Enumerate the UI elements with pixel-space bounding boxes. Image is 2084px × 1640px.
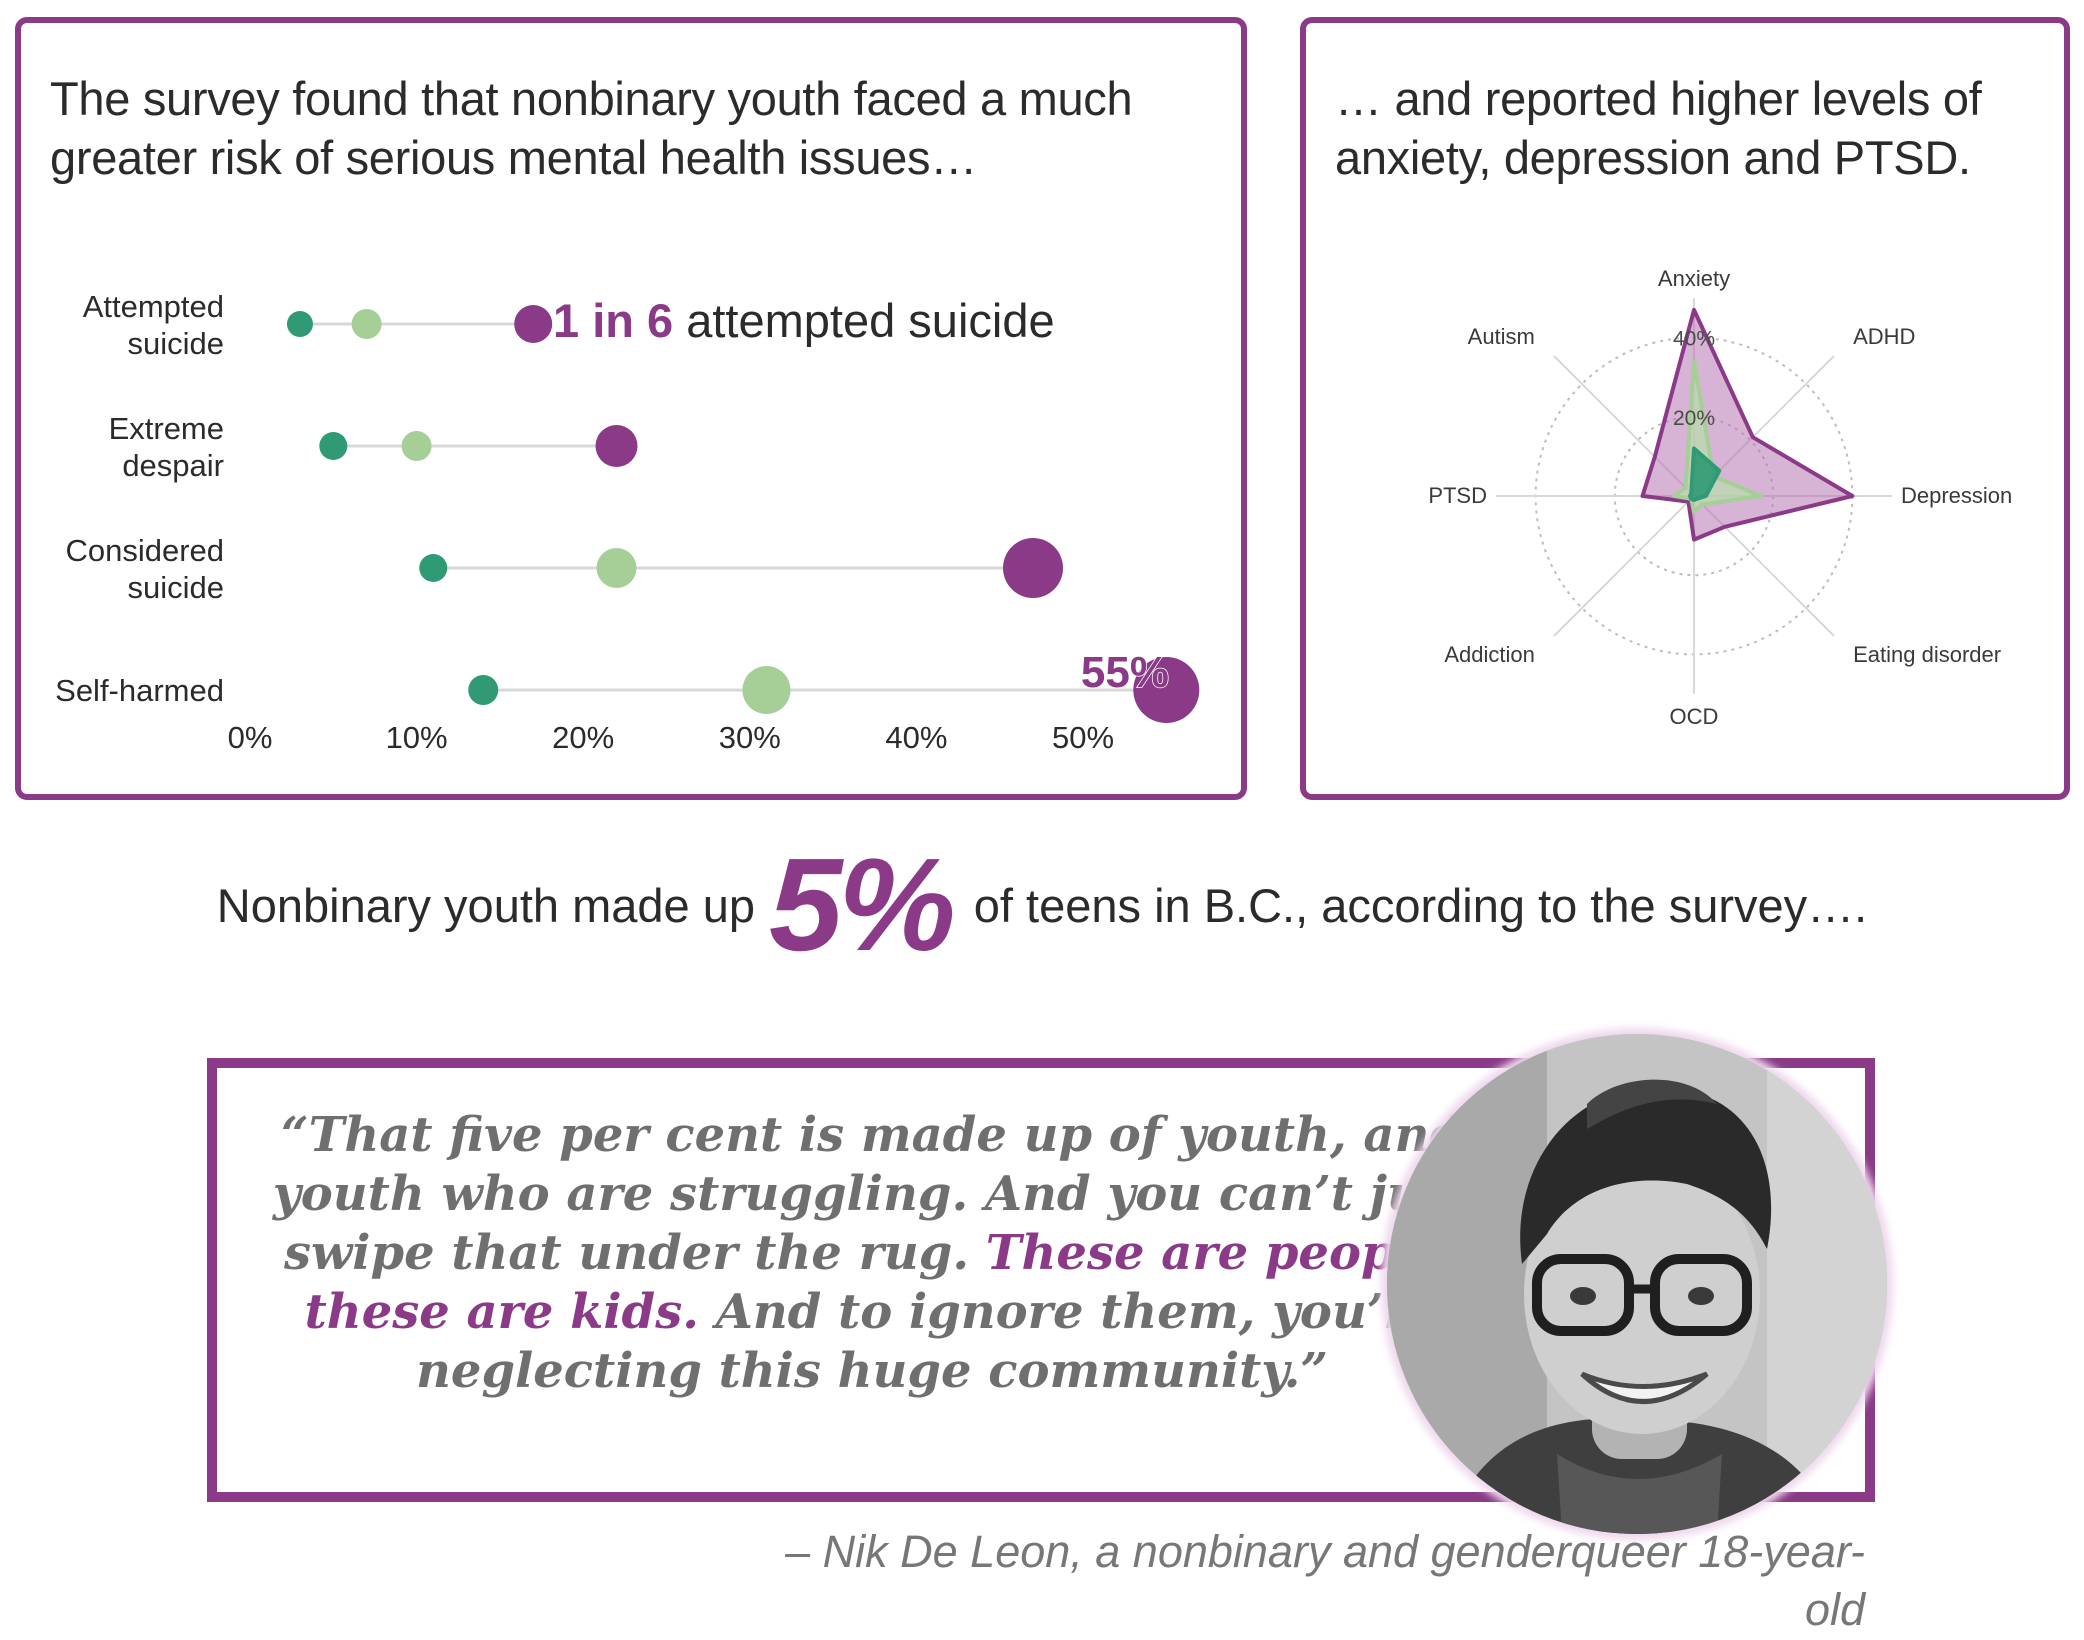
annotation-text: attempted suicide bbox=[673, 294, 1054, 347]
quote-text: “That five per cent is made up of youth,… bbox=[237, 1106, 1507, 1401]
annotation-emphasis: 1 in 6 bbox=[553, 294, 673, 347]
row-label-line: suicide bbox=[128, 570, 225, 605]
left-panel-title: The survey found that nonbinary youth fa… bbox=[50, 72, 1133, 184]
x-tick-label: 20% bbox=[552, 720, 614, 755]
dumbbell-point bbox=[742, 666, 791, 714]
dumbbell-point bbox=[514, 305, 553, 343]
dumbbell-point bbox=[319, 432, 348, 460]
quote-part-1: “That five per cent is made up of youth,… bbox=[272, 1107, 1472, 1281]
radar-axis-label: Eating disorder bbox=[1853, 642, 2001, 667]
dumbbell-point bbox=[401, 431, 432, 461]
x-tick-label: 30% bbox=[719, 720, 781, 755]
radar-axis-label: Depression bbox=[1901, 483, 2012, 508]
x-tick-label: 0% bbox=[228, 720, 273, 755]
stat-line: Nonbinary youth made up 5% of teens in B… bbox=[0, 839, 2084, 971]
stat-prefix: Nonbinary youth made up bbox=[216, 878, 755, 932]
row-label-line: Considered bbox=[65, 533, 224, 568]
radar-radial-tick: 20% bbox=[1673, 407, 1715, 430]
attempted-suicide-annotation: 1 in 6 attempted suicide bbox=[553, 294, 1055, 347]
dumbbell-chart-panel: The survey found that nonbinary youth fa… bbox=[15, 17, 1247, 800]
dumbbell-point bbox=[595, 425, 638, 467]
stat-suffix: of teens in B.C., according to the surve… bbox=[973, 878, 1868, 932]
radar-series-polygon bbox=[1688, 446, 1722, 502]
row-label-line: Attempted bbox=[83, 289, 224, 324]
dumbbell-point bbox=[351, 309, 382, 339]
radar-axis-label: Anxiety bbox=[1658, 266, 1730, 291]
row-label: Considered suicide bbox=[65, 533, 224, 605]
row-label-line: suicide bbox=[128, 326, 225, 361]
radar-axis-label: Autism bbox=[1468, 324, 1535, 349]
portrait-illustration bbox=[1387, 1034, 1887, 1534]
dumbbell-point bbox=[1133, 657, 1200, 723]
quote-emphasis: These are people, these are kids. bbox=[304, 1225, 1461, 1340]
radar-axis-label: OCD bbox=[1670, 704, 1719, 729]
radar-axis-label: PTSD bbox=[1428, 483, 1487, 508]
row-label: Attempted suicide bbox=[83, 289, 224, 361]
portrait-photo bbox=[1387, 1034, 1887, 1534]
x-tick-label: 40% bbox=[885, 720, 947, 755]
radar-axis-label: Addiction bbox=[1444, 642, 1535, 667]
row-label: Extreme despair bbox=[109, 411, 224, 483]
quote-attribution: – Nik De Leon, a nonbinary and genderque… bbox=[785, 1526, 1865, 1635]
row-label-line: despair bbox=[122, 448, 224, 483]
dumbbell-point bbox=[286, 311, 313, 337]
dumbbell-point bbox=[596, 548, 637, 588]
radar-radial-tick: 40% bbox=[1673, 328, 1715, 351]
radar-chart: 20% 40% Anxiety ADHD Depression Eating disord… bbox=[1428, 266, 2012, 729]
dumbbell-point bbox=[419, 554, 448, 582]
row-label: Self-harmed bbox=[55, 673, 224, 708]
dumbbell-point bbox=[468, 675, 499, 705]
quote-part-2: And to ignore them, you’re neglecting th… bbox=[416, 1284, 1440, 1399]
self-harmed-value-label: 55% bbox=[1081, 648, 1169, 697]
radar-axis-label: ADHD bbox=[1853, 324, 1915, 349]
radar-spoke bbox=[1553, 495, 1695, 637]
row-label-line: Self-harmed bbox=[55, 673, 224, 708]
row-label-line: Extreme bbox=[109, 411, 224, 446]
x-tick-label: 50% bbox=[1052, 720, 1114, 755]
right-panel-title: … and reported higher levels of anxiety,… bbox=[1335, 72, 1982, 184]
stat-value: 5% bbox=[769, 831, 956, 978]
dumbbell-point bbox=[1003, 538, 1064, 598]
radar-chart-panel: … and reported higher levels of anxiety,… bbox=[1300, 17, 2070, 800]
x-tick-label: 10% bbox=[386, 720, 448, 755]
